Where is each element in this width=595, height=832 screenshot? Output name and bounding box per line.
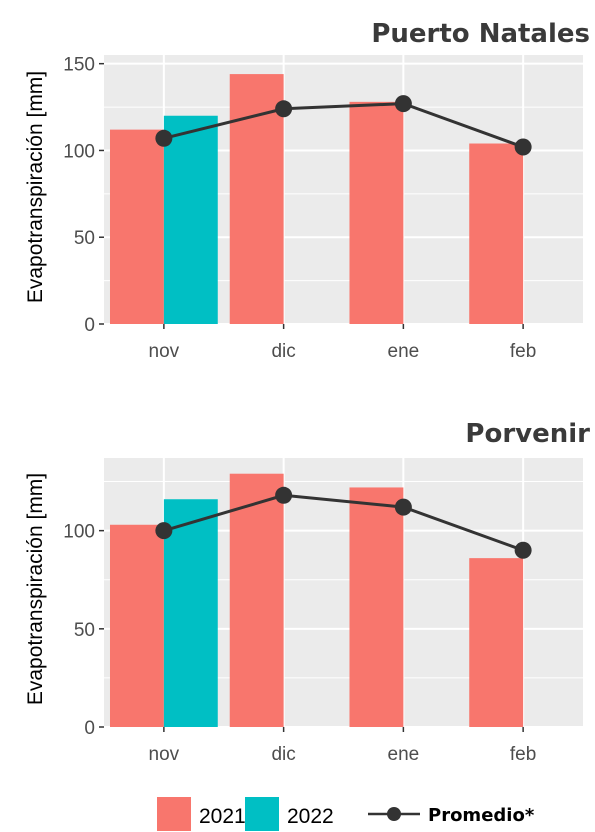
- legend-marker-promedio: [387, 807, 401, 821]
- chart-puerto-natales: Puerto Natales Evapotranspiración [mm] 0…: [24, 19, 590, 362]
- bar-2021-nov: [109, 129, 164, 324]
- legend-label-promedio: Promedio*: [428, 805, 535, 826]
- point-promedio-feb: [514, 138, 532, 156]
- y-tick-label: 50: [74, 228, 95, 249]
- point-promedio-feb: [514, 541, 532, 559]
- y-axis-label: Evapotranspiración [mm]: [24, 71, 47, 303]
- point-promedio-dic: [275, 100, 293, 118]
- point-promedio-nov: [155, 522, 173, 540]
- y-tick-label: 0: [84, 315, 95, 336]
- bar-2021-ene: [349, 487, 404, 727]
- y-tick-label: 50: [74, 620, 95, 641]
- legend-swatch-2022: [245, 797, 279, 831]
- bar-2021-dic: [229, 473, 284, 727]
- series-line-promedio: [163, 493, 524, 552]
- point-promedio-ene: [394, 498, 412, 516]
- x-tick-label: ene: [388, 341, 420, 362]
- y-tick-label: 150: [63, 55, 95, 76]
- y-tick-label: 100: [63, 522, 95, 543]
- x-tick-label: dic: [271, 744, 295, 765]
- y-axis-label: Evapotranspiración [mm]: [24, 473, 47, 705]
- legend-label-2021: 2021: [199, 805, 246, 828]
- x-tick-label: dic: [271, 341, 295, 362]
- y-tick-label: 0: [84, 718, 95, 739]
- bar-2021-nov: [109, 524, 164, 727]
- point-promedio-dic: [275, 486, 293, 504]
- legend-label-2022: 2022: [287, 805, 334, 828]
- x-tick-label: feb: [510, 744, 536, 765]
- x-tick-label: nov: [149, 744, 180, 765]
- legend: 2021 2022 Promedio*: [157, 797, 535, 831]
- bar-2021-ene: [349, 101, 404, 324]
- bar-2021-feb: [469, 143, 524, 324]
- bar-2022-nov: [163, 115, 218, 324]
- chart-title: Puerto Natales: [371, 19, 590, 49]
- x-tick-label: feb: [510, 341, 536, 362]
- x-tick-label: nov: [149, 341, 180, 362]
- point-promedio-ene: [394, 95, 412, 113]
- y-tick-label: 100: [63, 141, 95, 162]
- series-line-promedio: [163, 102, 524, 149]
- legend-swatch-2021: [157, 797, 191, 831]
- plot-area: 0 50 100 150 nov dic ene feb: [63, 55, 583, 362]
- x-tick-label: ene: [388, 744, 420, 765]
- plot-area: 0 50 100 nov dic ene feb: [63, 458, 583, 765]
- bar-2022-nov: [163, 499, 218, 727]
- chart-porvenir: Porvenir Evapotranspiración [mm] 0 50 100 n…: [24, 419, 590, 765]
- point-promedio-nov: [155, 129, 173, 147]
- bar-2021-feb: [469, 558, 524, 727]
- chart-title: Porvenir: [465, 419, 590, 449]
